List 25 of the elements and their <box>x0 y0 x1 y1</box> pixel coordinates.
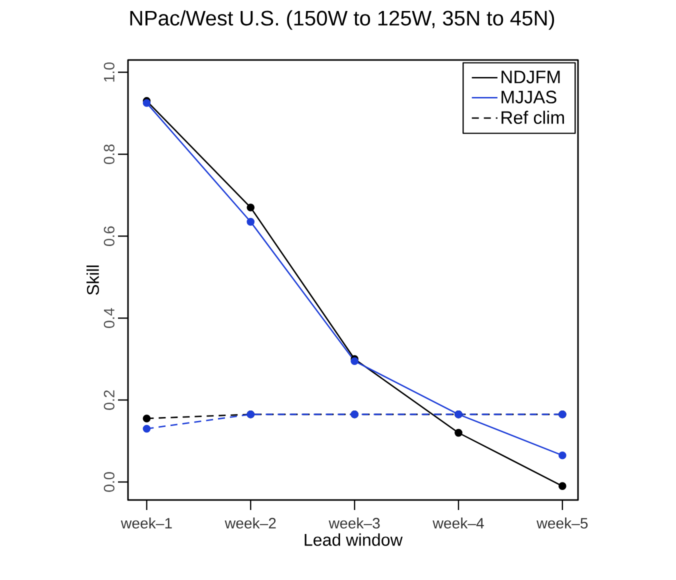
point <box>142 424 151 433</box>
x-tick-label: week–2 <box>224 518 276 529</box>
legend-label: Ref clim <box>502 110 564 124</box>
point <box>142 414 151 422</box>
point <box>350 357 358 366</box>
legend-label: MJJAS <box>502 90 556 104</box>
point <box>246 218 255 226</box>
y-tick-label: 1.0 <box>104 62 114 82</box>
y-tick-label: 0.6 <box>104 226 114 246</box>
y-tick-label: 0.2 <box>104 390 114 410</box>
point <box>454 428 462 437</box>
y-tick-label: 0.0 <box>104 472 114 492</box>
x-axis-title: Lead window <box>304 533 403 546</box>
y-tick-label: 0.8 <box>104 144 114 164</box>
x-tick-label: week–3 <box>328 518 380 529</box>
x-tick-label: week–5 <box>536 518 588 529</box>
point <box>558 451 566 460</box>
legend-label: NDJFM <box>502 70 560 84</box>
point <box>558 482 566 490</box>
x-tick-label: week–1 <box>120 518 172 529</box>
point <box>246 204 255 212</box>
chart-title: NPac/West U.S. (150W to 125W, 35N to 45N) <box>130 10 554 30</box>
y-axis-title: Skill <box>86 266 99 295</box>
y-tick-label: 0.4 <box>104 308 114 328</box>
x-tick-label: week–4 <box>432 518 484 529</box>
